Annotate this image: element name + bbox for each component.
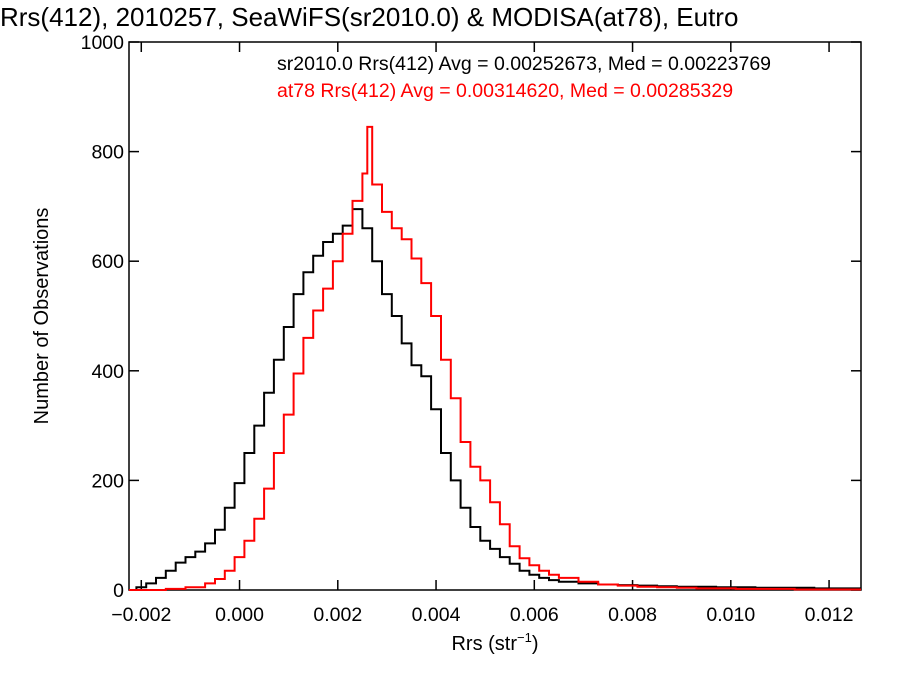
y-tick-label: 600 <box>91 251 124 273</box>
x-tick-label: 0.006 <box>510 604 559 626</box>
axis-ticks: −0.002 0.000 0.002 0.004 0.006 0.008 0.010 0.01… <box>81 32 861 626</box>
x-tick-label: 0.002 <box>313 604 362 626</box>
y-tick-label: 800 <box>91 142 124 164</box>
legend-entry-sr2010: sr2010.0 Rrs(412) Avg = 0.00252673, Med … <box>277 53 771 75</box>
y-axis-label: Number of Observations <box>31 208 53 425</box>
y-tick-label: 1000 <box>81 32 125 54</box>
x-tick-label: 0.012 <box>805 604 854 626</box>
x-tick-label: −0.002 <box>111 604 171 626</box>
series-line-1 <box>129 125 861 591</box>
y-tick-label: 400 <box>91 361 124 383</box>
y-tick-label: 0 <box>113 580 124 602</box>
x-tick-label: 0.000 <box>215 604 264 626</box>
x-tick-label: 0.010 <box>706 604 755 626</box>
chart-title: Rrs(412), 2010257, SeaWiFS(sr2010.0) & M… <box>0 2 738 32</box>
x-axis-label-close: ) <box>532 633 539 655</box>
plot-frame <box>128 41 862 591</box>
y-tick-label: 200 <box>91 470 124 492</box>
x-axis-label-superscript: −1 <box>517 630 532 645</box>
x-axis-label-main: Rrs (str <box>451 633 517 655</box>
x-tick-label: 0.008 <box>608 604 657 626</box>
series-line-0 <box>129 208 861 591</box>
x-axis-label: Rrs (str−1) <box>451 630 538 655</box>
legend-entry-at78: at78 Rrs(412) Avg = 0.00314620, Med = 0.… <box>277 80 733 102</box>
x-tick-label: 0.004 <box>412 604 461 626</box>
series-layer <box>129 125 861 591</box>
